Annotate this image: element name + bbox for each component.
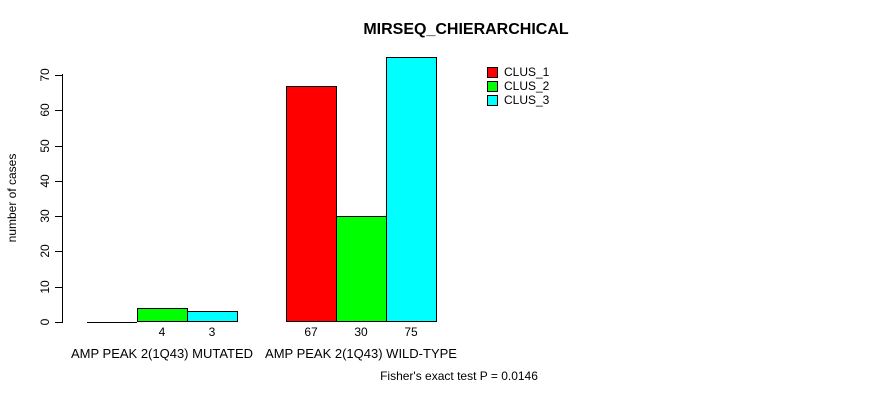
bar-value-label: 30 [354, 325, 368, 339]
y-tick-mark [55, 287, 62, 288]
legend-swatch-icon [487, 94, 498, 106]
y-tick-mark [55, 181, 62, 182]
bar-value-label: 4 [158, 325, 166, 339]
y-tick-label: 20 [38, 244, 52, 258]
bar-clus_2 [336, 216, 387, 322]
y-tick-label: 0 [38, 318, 52, 326]
y-tick-label: 50 [38, 139, 52, 153]
legend-swatch-icon [487, 66, 498, 78]
legend-swatch-icon [487, 80, 498, 92]
y-tick-mark [55, 322, 62, 323]
y-axis-line [62, 74, 63, 323]
bar-clus_2 [137, 308, 188, 322]
bar-value-label: 75 [404, 325, 418, 339]
legend: CLUS_1 CLUS_2 CLUS_3 [487, 65, 549, 107]
y-tick-mark [55, 216, 62, 217]
y-tick-label: 30 [38, 209, 52, 223]
x-group-label: AMP PEAK 2(1Q43) WILD-TYPE [265, 346, 457, 361]
y-axis-label: number of cases [5, 153, 19, 243]
y-tick-mark [55, 75, 62, 76]
chart-title: MIRSEQ_CHIERARCHICAL [363, 21, 569, 38]
legend-item-clus_3: CLUS_3 [487, 93, 549, 107]
y-tick-mark [55, 110, 62, 111]
legend-item-clus_2: CLUS_2 [487, 79, 549, 93]
y-tick-mark [55, 146, 62, 147]
legend-label: CLUS_1 [504, 65, 550, 79]
annotation-fisher-test: Fisher's exact test P = 0.0146 [380, 369, 538, 383]
y-tick-label: 60 [38, 103, 52, 117]
y-tick-label: 10 [38, 280, 52, 294]
x-group-label: AMP PEAK 2(1Q43) MUTATED [70, 346, 254, 361]
bar-clus_1 [286, 86, 337, 322]
bar-value-label: 67 [304, 325, 318, 339]
y-tick-label: 70 [38, 68, 52, 82]
y-tick-mark [55, 251, 62, 252]
y-tick-label: 40 [38, 174, 52, 188]
bar-clus_3 [386, 57, 437, 322]
bar-clus_1-zero [87, 322, 137, 323]
bar-clus_3 [187, 311, 238, 322]
legend-label: CLUS_3 [504, 93, 550, 107]
legend-item-clus_1: CLUS_1 [487, 65, 549, 79]
legend-label: CLUS_2 [504, 79, 550, 93]
bar-value-label: 3 [208, 325, 216, 339]
